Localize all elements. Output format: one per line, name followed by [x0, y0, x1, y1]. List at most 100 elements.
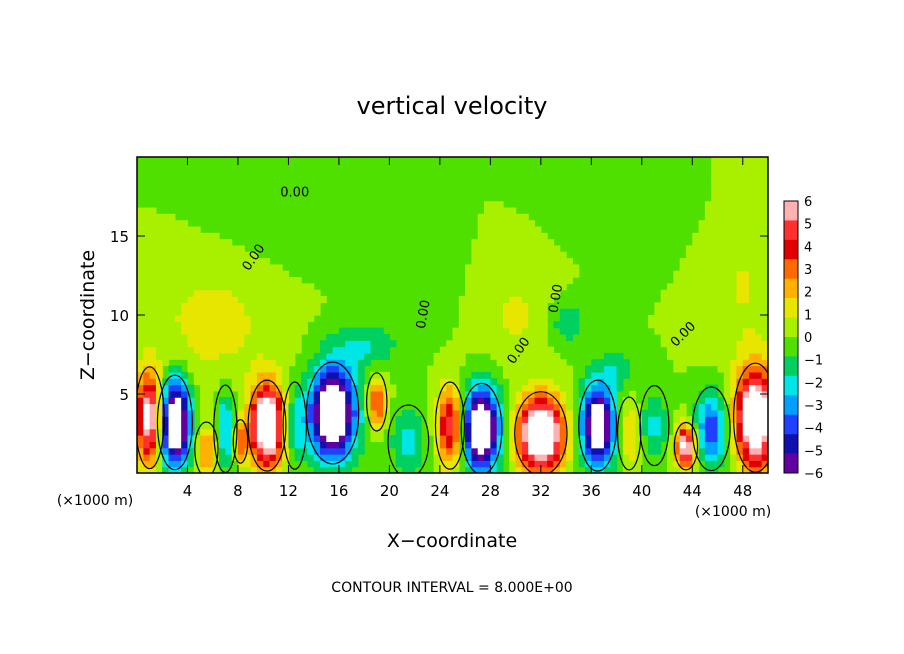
field-cell — [717, 245, 725, 253]
field-cell — [547, 352, 555, 360]
field-cell — [313, 365, 321, 373]
field-cell — [704, 460, 712, 468]
field-cell — [294, 403, 302, 411]
field-cell — [155, 264, 163, 272]
field-cell — [515, 327, 523, 335]
field-cell — [749, 378, 756, 386]
field-cell — [149, 454, 157, 461]
field-cell — [736, 175, 744, 183]
field-cell — [256, 371, 264, 379]
field-cell — [717, 213, 725, 221]
field-cell — [679, 352, 687, 360]
field-cell — [427, 384, 435, 392]
field-cell — [427, 422, 435, 430]
field-cell — [168, 460, 176, 468]
field-cell — [755, 346, 763, 354]
field-cell — [730, 365, 738, 373]
field-cell — [736, 169, 744, 177]
field-cell — [484, 403, 491, 411]
field-cell — [660, 422, 668, 430]
field-cell — [553, 359, 561, 367]
field-cell — [496, 447, 504, 455]
field-cell — [206, 397, 214, 405]
field-cell — [307, 384, 315, 392]
field-cell — [269, 352, 277, 360]
field-cell — [616, 359, 624, 367]
field-cell — [679, 454, 687, 461]
x-axis: 4 8 12 16 20 24 28 32 36 40 44 48 — [183, 157, 752, 500]
field-cell — [749, 346, 756, 354]
field-cell — [685, 340, 693, 348]
field-cell — [572, 327, 580, 335]
field-cell — [471, 245, 479, 253]
field-cell — [389, 384, 397, 392]
field-cell — [193, 454, 201, 461]
field-cell — [660, 327, 668, 335]
field-cell — [509, 378, 517, 386]
field-cell — [502, 359, 510, 367]
field-cell — [648, 416, 656, 424]
field-cell — [225, 397, 233, 405]
field-cell — [534, 409, 542, 417]
field-cell — [685, 466, 693, 473]
field-cell — [509, 352, 517, 360]
field-cell — [155, 435, 163, 442]
field-cell — [402, 422, 409, 430]
field-cell — [673, 283, 681, 291]
field-cell — [521, 315, 529, 322]
field-cell — [490, 422, 498, 430]
field-cell — [685, 251, 693, 259]
field-cell — [338, 365, 346, 373]
field-cell — [540, 315, 548, 322]
field-cell — [458, 333, 466, 341]
field-cell — [313, 460, 321, 468]
x-tick-label: 24 — [430, 482, 449, 500]
field-cell — [742, 390, 750, 398]
field-cell — [383, 346, 390, 354]
field-cell — [509, 346, 517, 354]
field-cell — [263, 352, 271, 360]
field-cell — [742, 251, 750, 259]
field-cell — [225, 409, 233, 417]
field-cell — [704, 207, 712, 215]
field-cell — [345, 390, 353, 398]
field-cell — [730, 207, 738, 215]
field-cell — [294, 283, 302, 291]
field-cell — [755, 390, 763, 398]
field-cell — [749, 428, 756, 436]
field-cell — [484, 308, 491, 316]
field-cell — [137, 441, 144, 449]
field-cell — [149, 466, 157, 473]
field-cell — [263, 296, 271, 303]
field-cell — [704, 201, 712, 209]
field-cell — [730, 226, 738, 234]
field-cell — [193, 277, 201, 284]
field-cell — [174, 340, 182, 348]
field-cell — [540, 302, 548, 310]
field-cell — [749, 416, 756, 424]
field-cell — [427, 428, 435, 436]
field-cell — [244, 454, 252, 461]
field-cell — [730, 245, 738, 253]
field-cell — [446, 460, 454, 468]
field-cell — [414, 416, 422, 424]
colorbar-frame — [783, 200, 799, 474]
colorbar-tick-label: 3 — [804, 263, 812, 278]
field-cell — [237, 403, 245, 411]
field-cell — [155, 251, 163, 259]
field-cell — [206, 296, 214, 303]
field-cell — [484, 207, 491, 215]
field-cell — [162, 239, 170, 247]
field-cell — [269, 428, 277, 436]
field-cell — [193, 441, 201, 449]
field-cell — [376, 378, 384, 386]
field-cell — [496, 346, 504, 354]
field-cell — [547, 397, 555, 405]
field-cell — [212, 333, 220, 341]
field-cell — [338, 378, 346, 386]
field-cell — [603, 378, 611, 386]
field-cell — [219, 258, 226, 266]
field-cell — [755, 384, 763, 392]
field-cell — [200, 333, 208, 341]
field-cell — [553, 371, 561, 379]
